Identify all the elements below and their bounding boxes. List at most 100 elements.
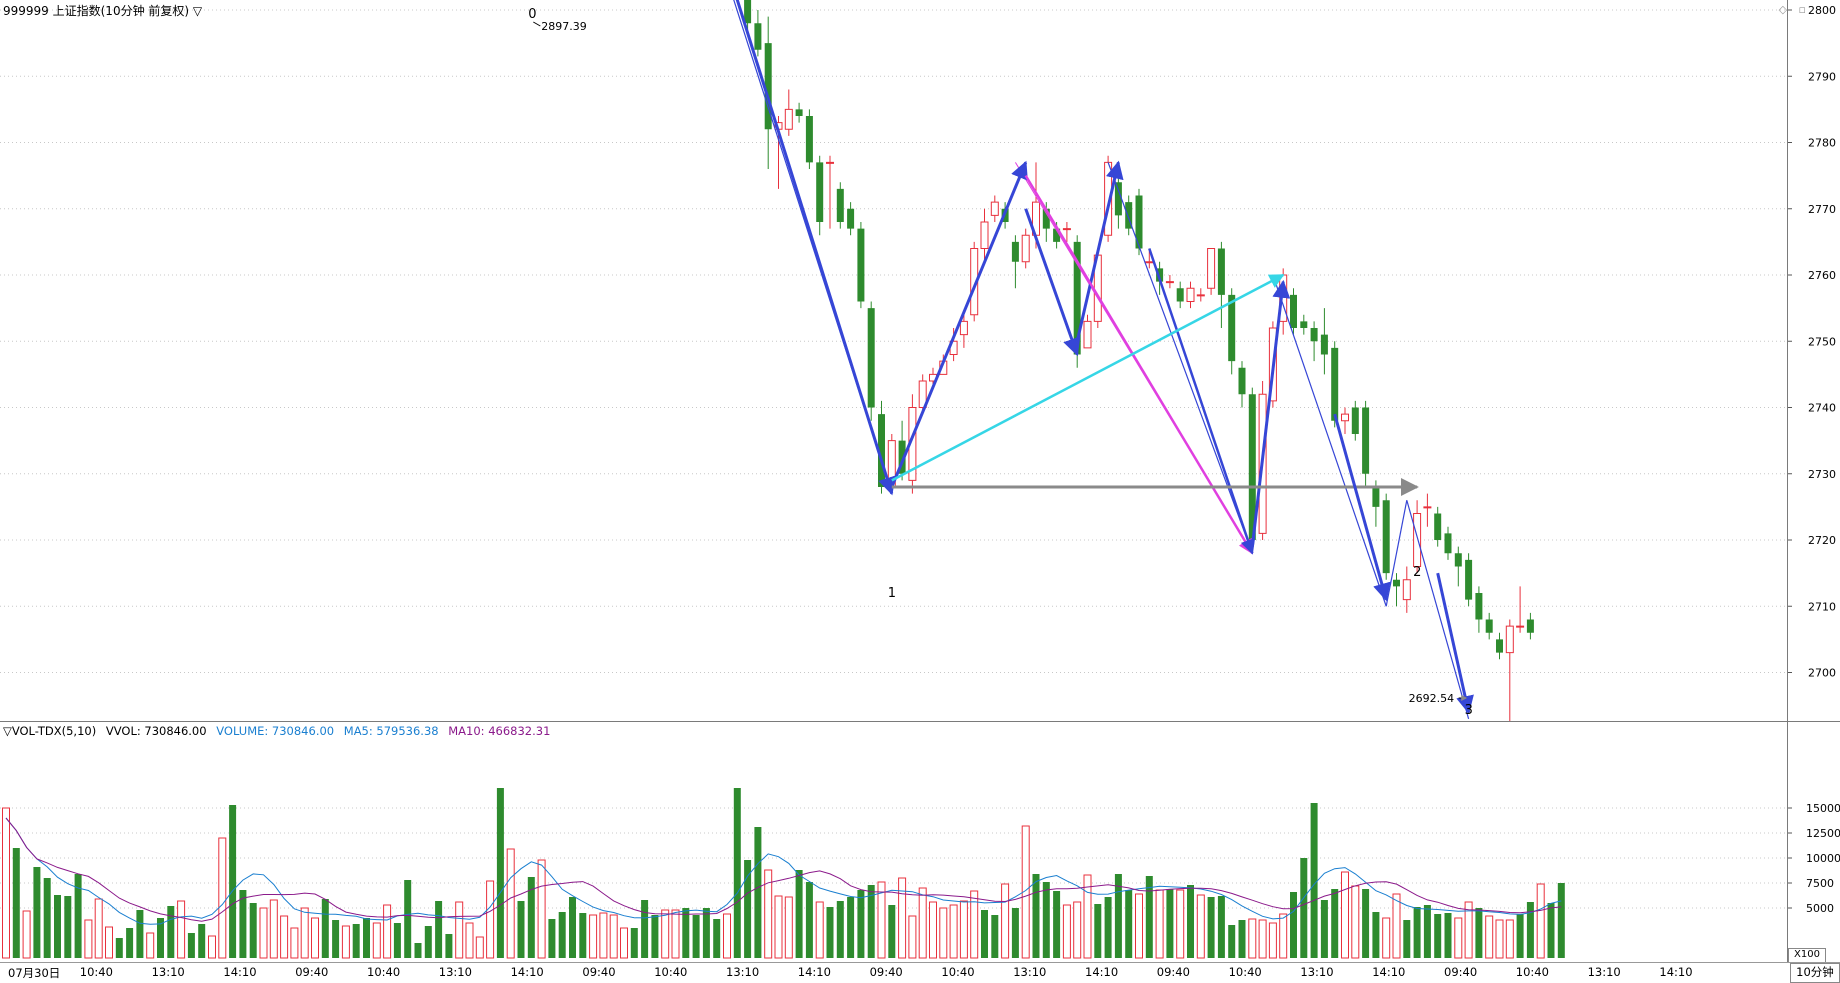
candle-body-down — [1217, 248, 1225, 295]
volume-bar-up — [1454, 917, 1463, 959]
volume-bar-down — [198, 924, 206, 958]
candle-body-up — [1413, 513, 1422, 567]
time-axis-label: 13:10 — [438, 965, 472, 979]
volume-bar-up — [1382, 917, 1391, 959]
trend-line-thin — [1272, 274, 1387, 607]
volume-bar-down — [12, 848, 20, 958]
volume-bar-up — [949, 904, 958, 959]
volume-bar-up — [208, 935, 216, 959]
high-price-label: 2897.39 — [541, 20, 587, 33]
volume-bar-down — [713, 919, 721, 958]
candle-body-up — [826, 161, 834, 164]
candle-body-down — [1526, 619, 1534, 633]
volume-bar-down — [363, 918, 370, 958]
volume-bar-up — [475, 936, 484, 959]
candle-body-down — [1114, 182, 1122, 216]
volume-bar-down — [847, 897, 855, 958]
candle-body-up — [1186, 287, 1195, 302]
candle-body-down — [1444, 533, 1452, 554]
price-chart[interactable]: 2880287028602850284028302820281028002790… — [0, 0, 1840, 722]
volume-bar-down — [1300, 858, 1308, 958]
volume-bar-up — [1021, 825, 1030, 959]
volume-bar-down — [249, 903, 257, 958]
volume-value: VOLUME: 730846.00 — [216, 724, 335, 738]
candle-body-down — [1300, 321, 1308, 328]
price-tick-label: 2710 — [1808, 600, 1836, 613]
volume-bar-down — [1372, 912, 1380, 958]
volume-tick-label: 7500 — [1806, 877, 1834, 890]
candle-body-down — [867, 308, 875, 408]
zoom-indicator[interactable]: X100 — [1788, 948, 1826, 963]
right-axis-divider — [1787, 0, 1788, 962]
trend-arrow-up — [1250, 279, 1291, 547]
point-label-0: 0 — [528, 7, 536, 22]
trend-arrow-down — [735, 0, 896, 496]
ma10-line — [5, 817, 1562, 922]
volume-bar-down — [1125, 890, 1133, 958]
time-axis-label: 09:40 — [1444, 965, 1478, 979]
time-axis-label: 14:10 — [1085, 965, 1119, 979]
volume-bar-down — [239, 890, 247, 958]
trend-arrow-down — [1436, 572, 1474, 715]
volume-bar-up — [465, 922, 474, 959]
volume-tick-label: 15000 — [1806, 802, 1840, 815]
candle-body-up — [918, 380, 927, 408]
period-selector[interactable]: 10分钟 — [1790, 963, 1840, 983]
volume-bar-up — [877, 881, 886, 959]
volume-bar-up — [959, 900, 968, 959]
indicator-name[interactable]: ▽VOL-TDX(5,10) — [3, 724, 97, 738]
volume-bar-down — [1526, 902, 1534, 958]
volume-bar-down — [33, 867, 41, 958]
volume-bar-up — [1083, 874, 1092, 959]
volume-chart[interactable]: 15000 12500 10000 7500 5000 — [0, 722, 1840, 962]
time-axis-label: 09:40 — [582, 965, 616, 979]
time-axis-label: 10:40 — [941, 965, 975, 979]
price-tick-label: 2740 — [1808, 402, 1836, 415]
candle-body-down — [847, 208, 855, 229]
chart-title[interactable]: 999999 上证指数(10分钟 前复权) ▽ — [3, 4, 203, 18]
candle-body-down — [1351, 407, 1359, 434]
volume-bar-up — [259, 907, 268, 959]
volume-bar-up — [918, 887, 927, 959]
candle-body-down — [1320, 334, 1328, 355]
candle-body-up — [1196, 294, 1205, 297]
candle-body-up — [1505, 625, 1514, 654]
indicator-header[interactable]: ▽VOL-TDX(5,10) VVOL: 730846.00 VOLUME: 7… — [3, 724, 556, 738]
trend-arrow-up — [1075, 160, 1124, 342]
time-axis-label: 10:40 — [654, 965, 688, 979]
volume-bar-down — [1423, 905, 1431, 958]
point-label-2: 2 — [1413, 565, 1421, 580]
pane-divider[interactable] — [0, 721, 1840, 722]
volume-bar-down — [1403, 920, 1411, 958]
time-axis-label: 14:10 — [1372, 965, 1406, 979]
volume-bar-down — [435, 901, 443, 958]
volume-bar-down — [1166, 889, 1174, 958]
window-control-icons[interactable]: ◇ ▫ — [1778, 3, 1810, 16]
volume-bar-down — [991, 915, 999, 958]
time-axis-label: 07月30日 — [8, 966, 61, 980]
volume-bar-up — [784, 896, 793, 959]
candle-body-up — [1165, 281, 1174, 284]
candle-body-up — [1083, 320, 1092, 349]
volume-bar-up — [177, 900, 186, 959]
time-axis-label: 14:10 — [223, 965, 257, 979]
volume-bar-down — [1094, 904, 1102, 958]
volume-bar-down — [836, 901, 844, 958]
volume-bar-down — [404, 880, 412, 958]
trend-arrow-up — [890, 160, 1028, 488]
volume-bar-up — [774, 895, 783, 959]
candle-body-up — [1062, 228, 1071, 231]
trend-arrow-magenta — [1024, 174, 1254, 555]
candle-body-down — [898, 440, 906, 474]
volume-bar-down — [1217, 896, 1225, 958]
volume-bar-down — [1362, 889, 1370, 958]
price-tick-label: 2770 — [1808, 203, 1836, 216]
volume-bar-up — [589, 914, 598, 959]
volume-bar-up — [300, 907, 309, 959]
candle-body-down — [1434, 513, 1442, 540]
candle-body-down — [764, 43, 772, 130]
candle-body-up — [1341, 413, 1349, 422]
volume-bar-down — [641, 900, 649, 958]
volume-bar-up — [290, 927, 299, 959]
volume-bar-up — [1464, 901, 1473, 959]
